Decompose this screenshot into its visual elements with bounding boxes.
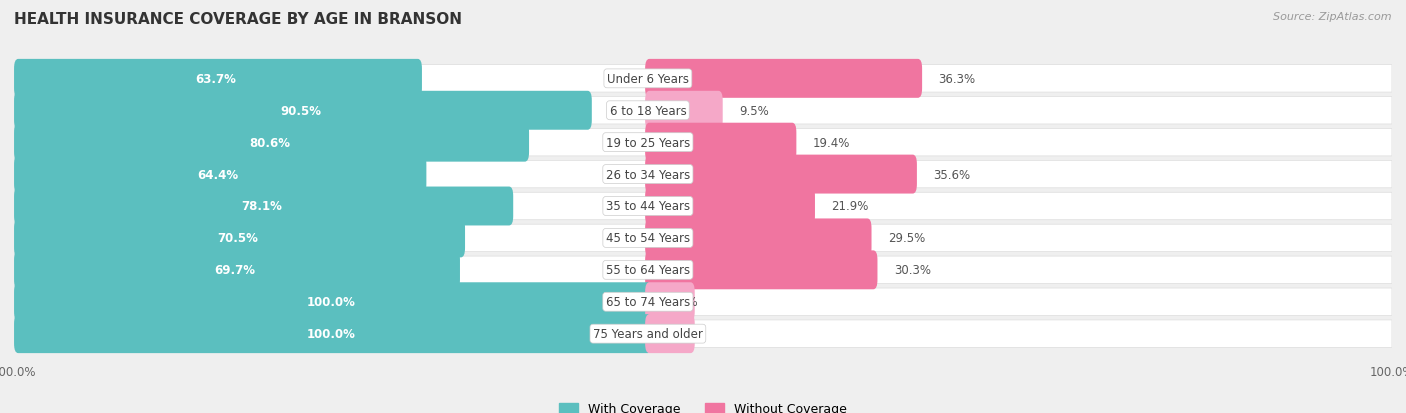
FancyBboxPatch shape	[645, 187, 815, 226]
FancyBboxPatch shape	[14, 123, 529, 162]
FancyBboxPatch shape	[14, 97, 1392, 125]
Text: Source: ZipAtlas.com: Source: ZipAtlas.com	[1274, 12, 1392, 22]
FancyBboxPatch shape	[645, 92, 723, 131]
Text: 55 to 64 Years: 55 to 64 Years	[606, 263, 690, 277]
Text: 6 to 18 Years: 6 to 18 Years	[610, 104, 686, 117]
FancyBboxPatch shape	[645, 314, 695, 353]
FancyBboxPatch shape	[645, 60, 922, 99]
Text: 9.5%: 9.5%	[740, 104, 769, 117]
FancyBboxPatch shape	[14, 314, 652, 353]
Text: 75 Years and older: 75 Years and older	[593, 328, 703, 340]
Text: 35.6%: 35.6%	[934, 168, 970, 181]
FancyBboxPatch shape	[14, 155, 426, 194]
FancyBboxPatch shape	[14, 193, 1392, 220]
Text: 70.5%: 70.5%	[217, 232, 257, 245]
Text: 26 to 34 Years: 26 to 34 Years	[606, 168, 690, 181]
Text: 100.0%: 100.0%	[307, 328, 356, 340]
FancyBboxPatch shape	[14, 129, 1392, 157]
FancyBboxPatch shape	[14, 225, 1392, 252]
Text: 30.3%: 30.3%	[894, 263, 931, 277]
FancyBboxPatch shape	[14, 66, 1392, 93]
Text: 100.0%: 100.0%	[307, 296, 356, 309]
FancyBboxPatch shape	[645, 123, 796, 162]
FancyBboxPatch shape	[14, 161, 1392, 188]
FancyBboxPatch shape	[645, 282, 695, 321]
Text: 19 to 25 Years: 19 to 25 Years	[606, 136, 690, 150]
FancyBboxPatch shape	[14, 256, 1392, 284]
FancyBboxPatch shape	[14, 92, 592, 131]
FancyBboxPatch shape	[645, 251, 877, 290]
Text: 0.0%: 0.0%	[669, 296, 699, 309]
Text: 64.4%: 64.4%	[198, 168, 239, 181]
Text: 36.3%: 36.3%	[939, 73, 976, 85]
FancyBboxPatch shape	[14, 60, 422, 99]
Text: 19.4%: 19.4%	[813, 136, 851, 150]
Text: 0.0%: 0.0%	[669, 328, 699, 340]
Text: 35 to 44 Years: 35 to 44 Years	[606, 200, 690, 213]
Text: 45 to 54 Years: 45 to 54 Years	[606, 232, 690, 245]
FancyBboxPatch shape	[14, 282, 652, 321]
Text: 21.9%: 21.9%	[831, 200, 869, 213]
FancyBboxPatch shape	[14, 187, 513, 226]
Legend: With Coverage, Without Coverage: With Coverage, Without Coverage	[554, 397, 852, 413]
FancyBboxPatch shape	[645, 219, 872, 258]
FancyBboxPatch shape	[14, 219, 465, 258]
Text: 29.5%: 29.5%	[889, 232, 925, 245]
FancyBboxPatch shape	[14, 288, 1392, 316]
Text: 78.1%: 78.1%	[242, 200, 283, 213]
FancyBboxPatch shape	[14, 251, 460, 290]
Text: 90.5%: 90.5%	[280, 104, 322, 117]
Text: 63.7%: 63.7%	[195, 73, 236, 85]
Text: 80.6%: 80.6%	[249, 136, 290, 150]
Text: HEALTH INSURANCE COVERAGE BY AGE IN BRANSON: HEALTH INSURANCE COVERAGE BY AGE IN BRAN…	[14, 12, 463, 27]
Text: 65 to 74 Years: 65 to 74 Years	[606, 296, 690, 309]
Text: Under 6 Years: Under 6 Years	[607, 73, 689, 85]
FancyBboxPatch shape	[645, 155, 917, 194]
Text: 69.7%: 69.7%	[215, 263, 256, 277]
FancyBboxPatch shape	[14, 320, 1392, 347]
